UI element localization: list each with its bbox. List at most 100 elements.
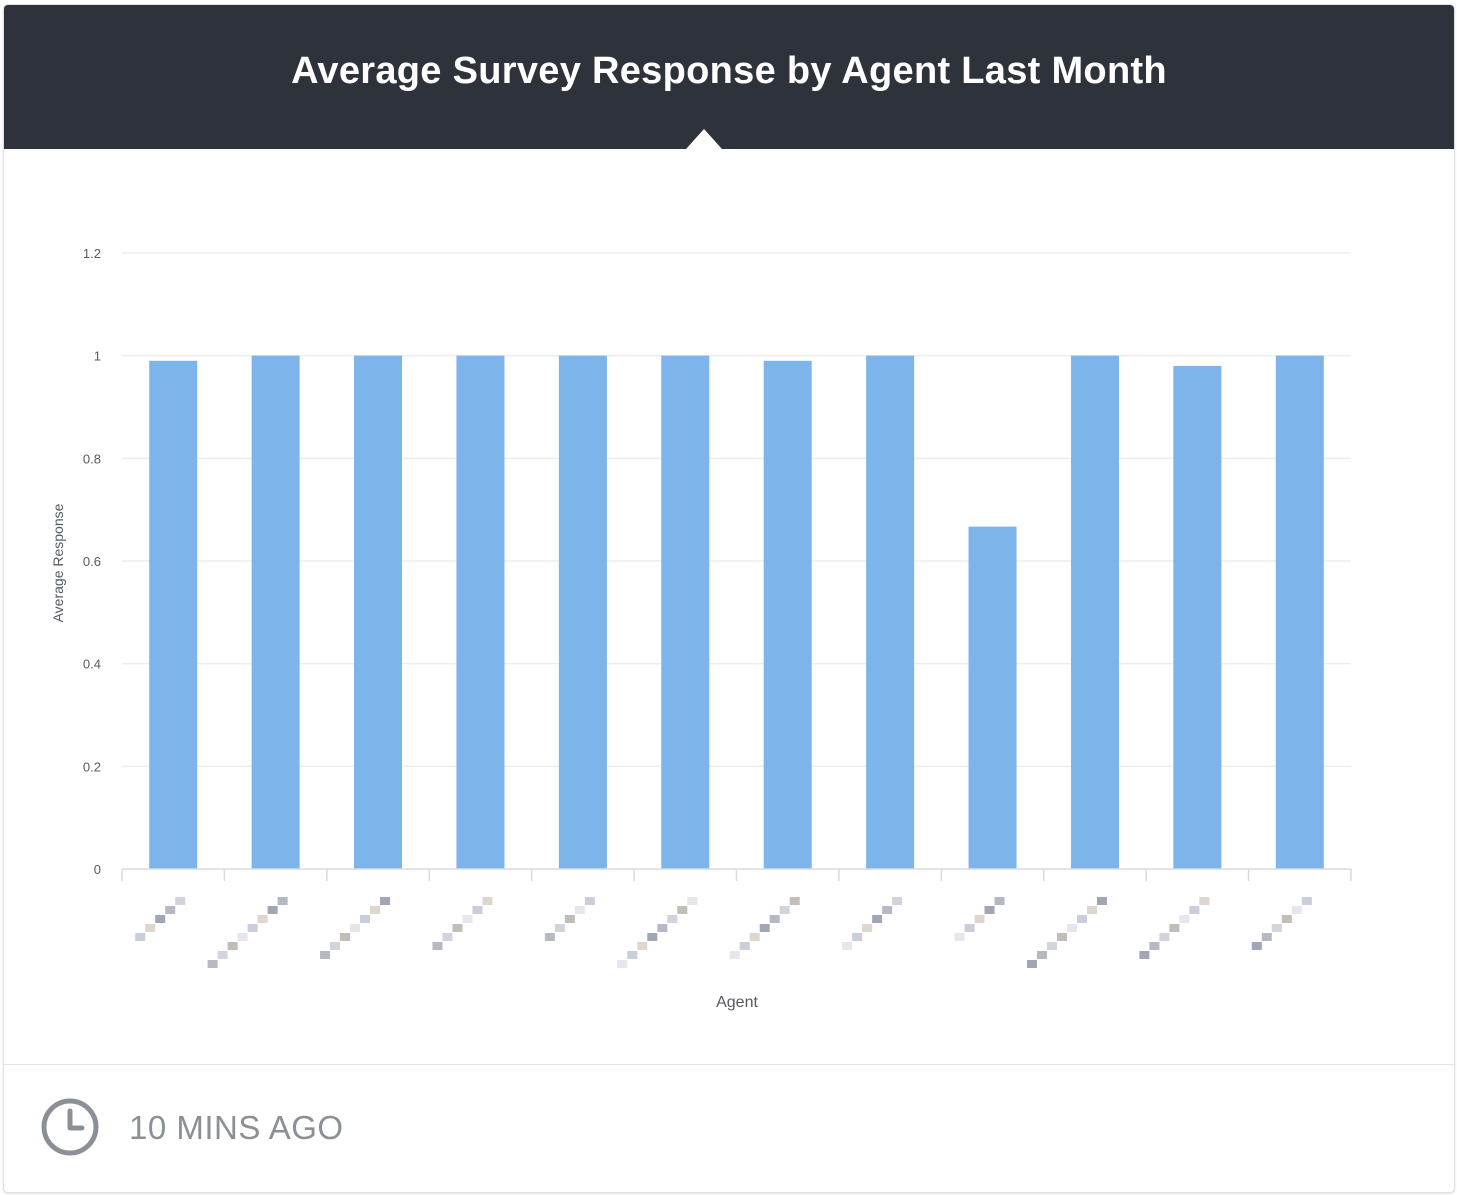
x-tick-label-obscured: [954, 897, 1005, 941]
label-pixel: [442, 933, 453, 941]
label-pixel: [217, 951, 228, 959]
label-pixel: [462, 915, 473, 923]
x-tick-label-obscured: [842, 897, 903, 950]
label-pixel: [1066, 924, 1077, 932]
grid-lines: [122, 252, 1351, 768]
y-axis-label: Average Response: [50, 503, 66, 622]
label-pixel: [1139, 951, 1150, 959]
bar[interactable]: [1070, 355, 1119, 869]
y-tick-label: 1.2: [83, 246, 101, 261]
label-pixel: [1251, 942, 1262, 950]
label-pixel: [564, 915, 575, 923]
label-pixel: [1149, 942, 1160, 950]
label-pixel: [472, 906, 483, 914]
x-tick-label-obscured: [1139, 897, 1210, 959]
label-pixel: [872, 915, 883, 923]
label-pixel: [1046, 942, 1057, 950]
label-pixel: [1189, 906, 1200, 914]
label-pixel: [729, 951, 740, 959]
label-pixel: [842, 942, 853, 950]
label-pixel: [360, 915, 371, 923]
bar[interactable]: [354, 355, 403, 869]
chart-widget-card: Average Survey Response by Agent Last Mo…: [3, 4, 1455, 1193]
label-pixel: [749, 933, 760, 941]
label-pixel: [994, 897, 1005, 905]
label-pixel: [739, 942, 750, 950]
label-pixel: [145, 924, 156, 932]
label-pixel: [852, 933, 863, 941]
label-pixel: [482, 897, 493, 905]
label-pixel: [964, 924, 975, 932]
x-tick-label-obscured: [617, 897, 698, 968]
label-pixel: [862, 924, 873, 932]
x-tick-label-obscured: [320, 897, 391, 959]
label-pixel: [267, 906, 278, 914]
x-axis: [121, 868, 1352, 881]
x-tick-label-obscured: [544, 897, 595, 941]
label-pixel: [984, 906, 995, 914]
label-pixel: [452, 924, 463, 932]
x-tick-label-obscured: [135, 897, 186, 941]
y-tick-label: 0: [94, 862, 101, 877]
label-pixel: [1179, 915, 1190, 923]
y-tick-label: 0.6: [83, 554, 101, 569]
label-pixel: [954, 933, 965, 941]
label-pixel: [1281, 915, 1292, 923]
x-tick-label-obscured: [729, 897, 800, 959]
x-tick-label-obscured: [1026, 897, 1107, 968]
label-pixel: [1199, 897, 1210, 905]
label-pixel: [237, 933, 248, 941]
label-pixel: [554, 924, 565, 932]
bars: [149, 355, 1324, 869]
label-pixel: [1026, 960, 1037, 968]
label-pixel: [135, 933, 146, 941]
bar[interactable]: [251, 355, 300, 869]
label-pixel: [1271, 924, 1282, 932]
label-pixel: [257, 915, 268, 923]
label-pixel: [165, 906, 176, 914]
y-tick-label: 0.8: [83, 451, 101, 466]
label-pixel: [584, 897, 595, 905]
label-pixel: [277, 897, 288, 905]
bar[interactable]: [763, 360, 812, 869]
y-tick-label: 0.4: [83, 657, 101, 672]
widget-header: Average Survey Response by Agent Last Mo…: [4, 5, 1454, 149]
label-pixel: [759, 924, 770, 932]
bar[interactable]: [149, 360, 198, 869]
label-pixel: [1291, 906, 1302, 914]
label-pixel: [637, 942, 648, 950]
x-tick-label-obscured: [207, 897, 288, 968]
bar[interactable]: [661, 355, 710, 869]
label-pixel: [617, 960, 628, 968]
bar[interactable]: [866, 355, 915, 869]
label-pixel: [320, 951, 331, 959]
label-pixel: [779, 906, 790, 914]
bar[interactable]: [1173, 365, 1222, 869]
label-pixel: [677, 906, 688, 914]
label-pixel: [647, 933, 658, 941]
bar[interactable]: [456, 355, 505, 869]
label-pixel: [1076, 915, 1087, 923]
y-tick-label: 0.2: [83, 759, 101, 774]
widget-title: Average Survey Response by Agent Last Mo…: [291, 49, 1167, 92]
bar[interactable]: [968, 526, 1017, 869]
bar[interactable]: [558, 355, 607, 869]
label-pixel: [155, 915, 166, 923]
widget-footer: 10 MINS AGO: [4, 1065, 1454, 1192]
label-pixel: [627, 951, 638, 959]
label-pixel: [207, 960, 218, 968]
x-tick-label-obscured: [1251, 897, 1312, 950]
label-pixel: [1301, 897, 1312, 905]
label-pixel: [769, 915, 780, 923]
label-pixel: [1261, 933, 1272, 941]
label-pixel: [432, 942, 443, 950]
last-updated-text: 10 MINS AGO: [129, 1109, 344, 1146]
label-pixel: [175, 897, 186, 905]
bar[interactable]: [1275, 355, 1324, 869]
label-pixel: [1056, 933, 1067, 941]
label-pixel: [370, 906, 381, 914]
x-tick-labels: [135, 897, 1312, 968]
y-tick-label: 1: [94, 349, 101, 364]
label-pixel: [227, 942, 238, 950]
label-pixel: [1159, 933, 1170, 941]
